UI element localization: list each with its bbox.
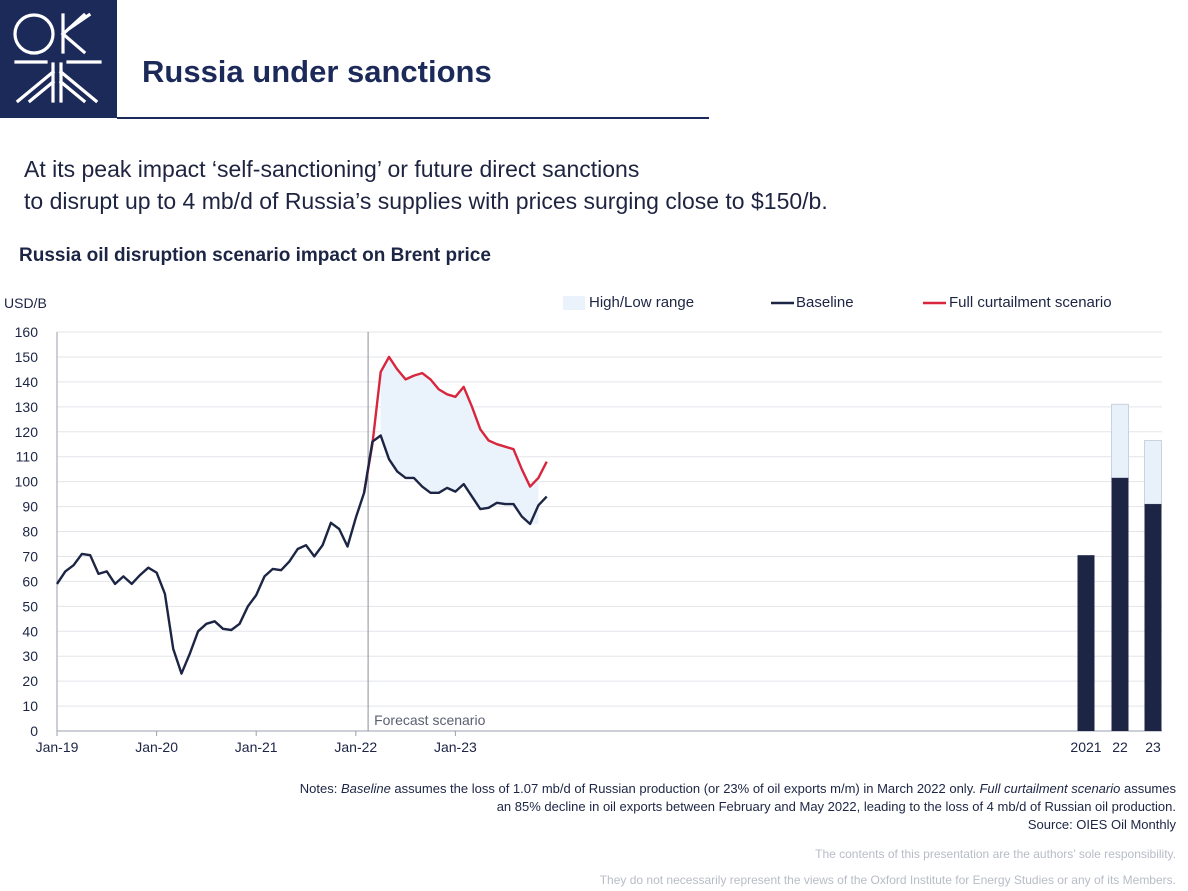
- subtitle-line-2: to disrupt up to 4 mb/d of Russia’s supp…: [24, 188, 828, 214]
- y-tick-label: 120: [15, 424, 39, 440]
- y-tick-label: 160: [15, 324, 39, 340]
- notes-curtailment-term: Full curtailment scenario: [979, 781, 1121, 796]
- annual-range-bar: [1144, 439, 1162, 505]
- baseline-line: [56, 434, 548, 675]
- notes-baseline-term: Baseline: [340, 781, 391, 796]
- annual-bar-label: 23: [1145, 739, 1161, 755]
- oies-logo: [0, 0, 117, 118]
- y-tick-label: 80: [22, 524, 38, 540]
- annual-range-bar: [1111, 403, 1129, 479]
- y-tick-label: 40: [22, 623, 38, 639]
- y-tick-label: 90: [22, 499, 38, 515]
- legend-range-swatch: [563, 296, 585, 310]
- high-low-range-band: [380, 356, 539, 525]
- x-tick-label: Jan-19: [36, 739, 79, 755]
- title-divider: [117, 117, 709, 119]
- legend-baseline-label: Baseline: [796, 294, 854, 311]
- y-tick-label: 30: [22, 648, 38, 664]
- y-tick-label: 110: [16, 449, 39, 465]
- y-axis-label: USD/B: [4, 295, 47, 311]
- annual-baseline-bar: [1144, 504, 1162, 731]
- x-tick-label: Jan-23: [434, 739, 477, 755]
- notes-prefix: Notes:: [299, 781, 341, 796]
- notes-source: Source: OIES Oil Monthly: [1027, 817, 1176, 832]
- brent-price-chart: 0 10 20 30 40 50 60 70 80 90 100 110 120 130 140 150 160…: [4, 294, 1162, 755]
- y-tick-label: 60: [22, 573, 38, 589]
- forecast-annotation: Forecast scenario: [374, 712, 485, 728]
- y-tick-label: 10: [22, 698, 38, 714]
- chart-notes: Notes: Baseline assumes the loss of 1.07…: [76, 780, 1176, 834]
- notes-baseline-text: assumes the loss of 1.07 mb/d of Russian…: [390, 781, 980, 796]
- curtailment-line: [362, 355, 548, 494]
- x-tick-label: Jan-21: [235, 739, 278, 755]
- annual-bar-label: 2021: [1070, 739, 1101, 755]
- annual-bar-label: 22: [1112, 739, 1128, 755]
- annual-baseline-bar: [1077, 555, 1095, 731]
- y-tick-label: 150: [15, 349, 39, 365]
- y-tick-label: 20: [22, 673, 38, 689]
- y-tick-label: 140: [15, 374, 39, 390]
- y-tick-label: 0: [30, 723, 38, 739]
- y-tick-label: 70: [22, 548, 38, 564]
- y-tick-label: 130: [15, 399, 39, 415]
- legend-range-label: High/Low range: [589, 294, 694, 311]
- disclaimer-line-1: The contents of this presentation are th…: [815, 847, 1176, 861]
- legend-curtailment-label: Full curtailment scenario: [949, 294, 1112, 311]
- y-tick-label: 50: [22, 598, 38, 614]
- disclaimer-line-2: They do not necessarily represent the vi…: [599, 873, 1176, 887]
- notes-line-1: Notes: Baseline assumes the loss of 1.07…: [76, 780, 1176, 798]
- page-title: Russia under sanctions: [142, 54, 492, 89]
- notes-curtailment-text: assumes: [1120, 781, 1176, 796]
- chart-title: Russia oil disruption scenario impact on…: [19, 245, 491, 266]
- x-tick-label: Jan-22: [334, 739, 377, 755]
- notes-line-2: an 85% decline in oil exports between Fe…: [496, 799, 1176, 814]
- oies-logo-icon: [13, 12, 102, 104]
- subtitle-line-1: At its peak impact ‘self-sanctioning’ or…: [24, 156, 640, 182]
- x-tick-label: Jan-20: [135, 739, 178, 755]
- y-tick-label: 100: [15, 474, 39, 490]
- annual-baseline-bar: [1111, 477, 1129, 731]
